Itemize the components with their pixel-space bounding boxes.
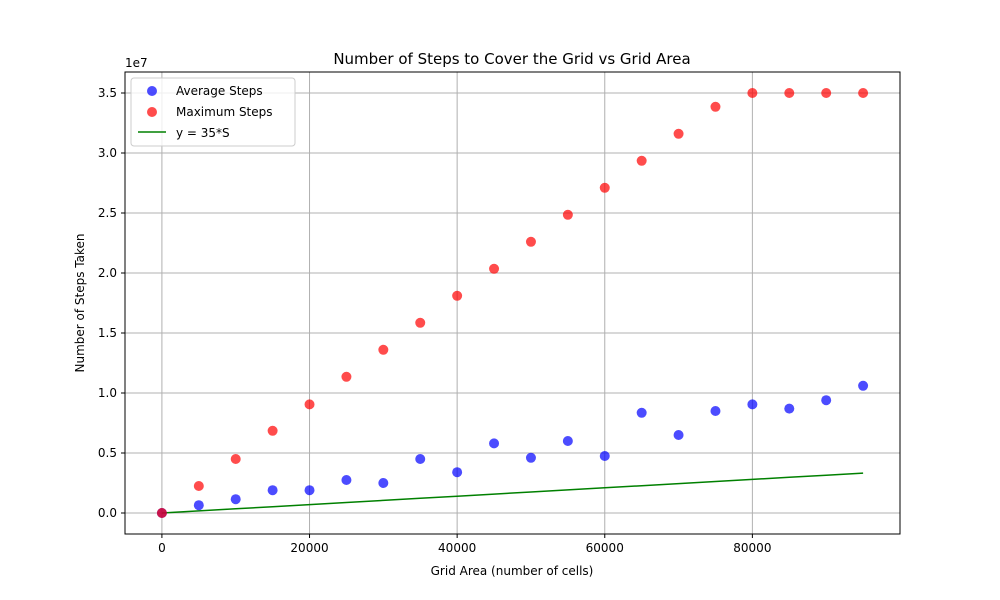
x-tick-label: 20000	[290, 541, 328, 555]
average-steps-point	[562, 436, 573, 446]
maximum-steps-point	[452, 290, 463, 301]
average-steps-point	[673, 430, 684, 440]
maximum-steps-point	[599, 182, 610, 193]
average-steps-point	[784, 403, 795, 414]
maximum-steps-point	[378, 344, 389, 355]
maximum-steps-point	[267, 425, 278, 436]
average-steps-point	[304, 485, 315, 496]
y-axis-label: Number of Steps Taken	[73, 234, 87, 373]
maximum-steps-point	[415, 317, 426, 328]
x-tick-label: 60000	[586, 541, 624, 555]
average-steps-point	[747, 399, 758, 410]
legend-box	[130, 77, 296, 147]
y-tick-label: 0.0	[98, 506, 117, 520]
x-tick-label: 0	[158, 541, 166, 555]
maximum-steps-point	[525, 236, 536, 247]
legend-label-line: y = 35*S	[176, 126, 230, 140]
y-tick-label: 1.5	[98, 326, 117, 340]
average-steps-point	[525, 452, 536, 463]
maximum-steps-point	[636, 155, 647, 166]
x-axis-label: Grid Area (number of cells)	[431, 564, 594, 578]
y-tick-label: 3.0	[98, 146, 117, 160]
legend-marker-average	[147, 86, 157, 96]
grid	[125, 72, 900, 534]
average-steps-point	[267, 485, 278, 496]
maximum-steps-point	[784, 88, 795, 98]
y-tick-label: 1.0	[98, 386, 117, 400]
chart-title: Number of Steps to Cover the Grid vs Gri…	[333, 50, 690, 68]
maximum-steps-point	[673, 128, 684, 139]
average-steps-point	[415, 454, 426, 464]
maximum-steps-point	[304, 399, 315, 410]
maximum-steps-point	[230, 454, 241, 464]
series-line-layer	[161, 472, 864, 514]
x-tick-label: 40000	[438, 541, 476, 555]
average-steps-point	[599, 451, 610, 461]
y-offset-label: 1e7	[125, 56, 148, 70]
series-line-y-35s	[161, 472, 864, 514]
maximum-steps-point	[341, 371, 352, 382]
average-steps-point	[193, 500, 204, 511]
maximum-steps-point	[193, 481, 204, 491]
y-tick-label: 0.5	[98, 446, 117, 460]
average-steps-point	[858, 380, 869, 391]
maximum-steps-point	[562, 209, 573, 220]
legend-marker-maximum	[147, 107, 157, 117]
average-steps-point	[378, 478, 389, 488]
points-layer	[156, 88, 869, 518]
average-steps-point	[489, 438, 500, 449]
legend-label-maximum: Maximum Steps	[176, 105, 273, 119]
average-steps-point	[636, 407, 647, 418]
maximum-steps-point	[156, 508, 167, 518]
y-tick-label: 3.5	[98, 86, 117, 100]
y-axis-ticks: 0.0 0.5 1.0 1.5 2.0 2.5 3.0 3.5	[98, 86, 125, 520]
average-steps-point	[710, 406, 721, 416]
x-tick-label: 80000	[733, 541, 771, 555]
average-steps-point	[821, 395, 832, 406]
average-steps-point	[230, 494, 241, 505]
x-axis-ticks: 0 20000 40000 60000 80000	[158, 534, 771, 555]
plot-frame	[124, 71, 901, 535]
legend: Average Steps Maximum Steps y = 35*S	[130, 77, 296, 147]
y-tick-label: 2.0	[98, 266, 117, 280]
y-tick-label: 2.5	[98, 206, 117, 220]
maximum-steps-point	[710, 101, 721, 112]
maximum-steps-point	[821, 88, 832, 98]
maximum-steps-point	[747, 88, 758, 98]
maximum-steps-point	[858, 88, 869, 98]
average-steps-point	[341, 475, 352, 485]
legend-label-average: Average Steps	[176, 84, 263, 98]
maximum-steps-point	[489, 263, 500, 274]
average-steps-point	[452, 467, 463, 478]
